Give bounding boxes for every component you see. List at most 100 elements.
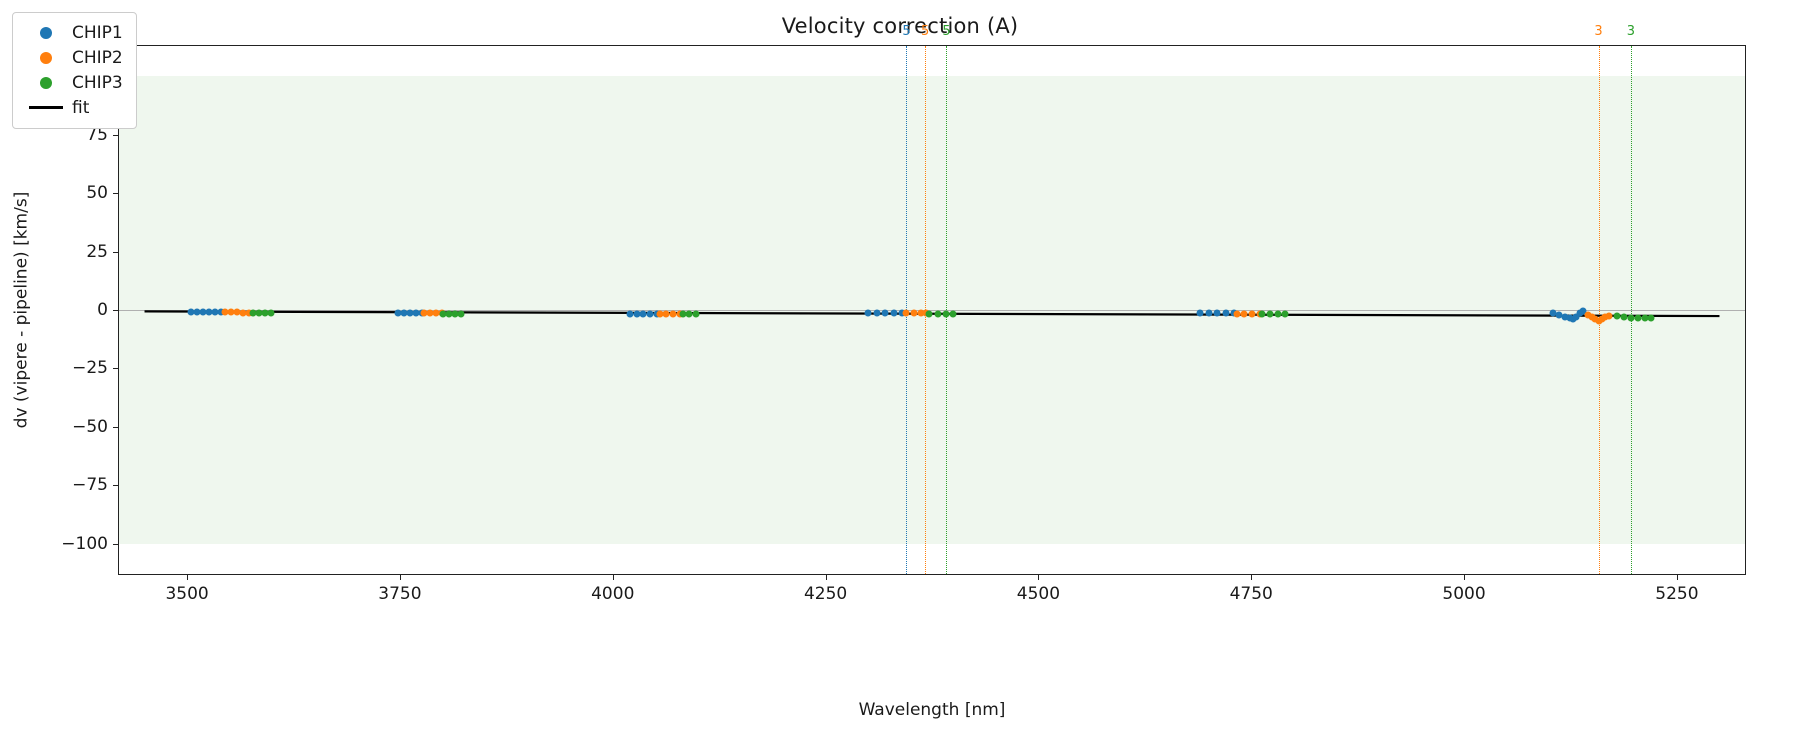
- y-axis-tick: [113, 310, 119, 311]
- data-point: [662, 310, 670, 318]
- x-axis-tick: [1464, 574, 1466, 580]
- data-point: [217, 308, 225, 316]
- data-point: [227, 308, 235, 316]
- data-point: [917, 309, 925, 317]
- data-point: [451, 310, 459, 318]
- data-point: [1258, 310, 1266, 318]
- data-point: [211, 308, 219, 316]
- data-point: [233, 308, 241, 316]
- annotation-vline-label: 3: [1594, 24, 1603, 39]
- data-point: [1266, 310, 1274, 318]
- data-point: [1647, 314, 1655, 322]
- data-point: [1634, 314, 1642, 322]
- fit-line: [144, 310, 1720, 318]
- annotation-vline-label: 3: [1626, 24, 1636, 39]
- data-point: [1240, 310, 1248, 318]
- data-point: [1274, 310, 1282, 318]
- data-point: [1233, 310, 1241, 317]
- plot-area: [119, 46, 1745, 574]
- data-point: [261, 309, 269, 317]
- legend-dot-swatch: [40, 76, 52, 89]
- chart-legend: CHIP1 CHIP2 CHIP3 fit: [12, 12, 137, 129]
- y-axis-tick-label: −75: [72, 475, 108, 496]
- data-point: [1572, 313, 1580, 321]
- legend-item-chip2[interactable]: CHIP2: [24, 45, 123, 70]
- data-point: [267, 309, 275, 317]
- x-axis-tick-label: 4500: [1016, 584, 1061, 604]
- legend-label: CHIP1: [72, 22, 123, 43]
- y-axis-tick: [113, 134, 119, 136]
- legend-item-chip1[interactable]: CHIP1: [24, 20, 123, 45]
- data-point: [445, 310, 453, 317]
- data-point: [1627, 314, 1635, 322]
- data-point: [1213, 309, 1221, 317]
- data-point: [656, 310, 664, 318]
- data-point: [633, 310, 641, 318]
- x-axis-label: Wavelength [nm]: [858, 700, 1006, 720]
- x-axis-tick-label: 4750: [1229, 584, 1273, 604]
- legend-label: CHIP3: [72, 72, 123, 93]
- plot-axes: 5553335003750400042504500475050005250100…: [61, 24, 1746, 604]
- legend-label: fit: [72, 97, 90, 118]
- data-point: [639, 310, 647, 318]
- y-axis-tick: [113, 426, 119, 428]
- legend-marker: [24, 51, 68, 64]
- data-point: [1561, 313, 1569, 321]
- x-axis-tick-label: 5250: [1655, 584, 1699, 604]
- data-point: [400, 309, 408, 317]
- data-point: [679, 310, 687, 318]
- y-axis-tick-label: 25: [86, 241, 108, 262]
- data-point: [646, 310, 654, 318]
- x-axis-tick-label: 4000: [591, 584, 635, 604]
- legend-line-swatch: [29, 106, 63, 109]
- legend-label: CHIP2: [72, 47, 123, 68]
- data-point: [1205, 309, 1213, 317]
- data-point: [199, 308, 207, 316]
- x-axis-tick: [825, 574, 827, 580]
- data-point: [1222, 309, 1230, 317]
- data-point: [669, 310, 677, 318]
- data-point: [949, 310, 957, 317]
- data-point: [426, 309, 434, 317]
- x-axis-tick-label: 4250: [803, 584, 848, 604]
- data-point: [1579, 307, 1587, 315]
- x-axis-tick-label: 3500: [165, 584, 209, 604]
- data-point: [249, 309, 257, 317]
- y-axis-tick: [113, 368, 119, 370]
- annotation-vline-label: 5: [942, 24, 951, 39]
- data-point: [187, 308, 195, 316]
- y-axis-tick: [113, 485, 119, 487]
- y-axis-tick-label: 50: [86, 183, 108, 204]
- data-point: [902, 309, 910, 317]
- data-point: [193, 308, 201, 316]
- data-point: [221, 308, 229, 316]
- legend-item-chip3[interactable]: CHIP3: [24, 70, 123, 95]
- data-point: [1605, 312, 1613, 320]
- x-axis-tick: [1251, 574, 1253, 580]
- x-axis-tick-label: 3750: [378, 584, 422, 604]
- data-point: [910, 309, 918, 317]
- chart-title: Velocity correction (A): [781, 14, 1019, 38]
- y-axis-tick-label: −100: [61, 533, 108, 554]
- data-point: [890, 309, 898, 317]
- data-point: [873, 309, 881, 317]
- data-point: [457, 310, 465, 318]
- legend-item-fit[interactable]: fit: [24, 95, 123, 120]
- y-axis-tick-label: −50: [72, 416, 108, 437]
- data-point: [864, 309, 872, 317]
- data-point: [1641, 314, 1649, 322]
- data-point: [1281, 310, 1289, 318]
- data-point: [942, 310, 950, 317]
- annotation-vline: [1630, 46, 1632, 574]
- data-point: [1613, 312, 1621, 320]
- legend-marker: [24, 76, 68, 89]
- y-axis-tick-label: 0: [97, 300, 108, 320]
- data-point: [420, 309, 428, 317]
- x-axis-tick: [612, 574, 614, 580]
- data-point: [685, 310, 693, 318]
- data-point: [1248, 310, 1256, 318]
- data-point: [439, 310, 447, 317]
- annotation-vline-label: 5: [902, 24, 911, 39]
- data-point: [925, 310, 933, 317]
